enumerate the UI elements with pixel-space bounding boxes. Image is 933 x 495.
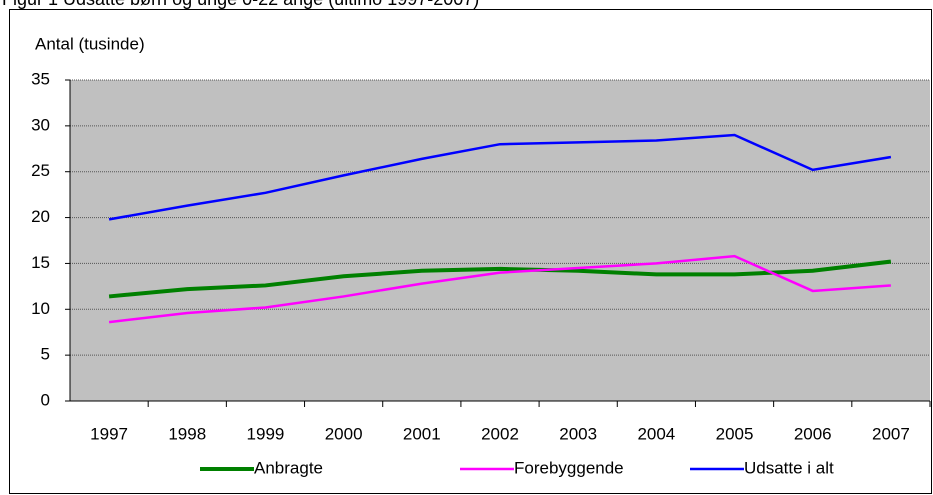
x-tick-label: 2007 (872, 424, 910, 443)
x-tick-label: 2006 (794, 424, 832, 443)
y-tick-label: 25 (31, 161, 50, 180)
plot-area (70, 80, 930, 401)
y-tick-label: 5 (41, 345, 50, 364)
x-tick-label: 2000 (325, 424, 363, 443)
line-series (108, 254, 891, 324)
legend-label: Udsatte i alt (744, 458, 834, 477)
x-tick-label: 2004 (637, 424, 675, 443)
legend-label: Forebyggende (514, 458, 624, 477)
y-axis-label: Antal (tusinde) (35, 34, 145, 53)
y-tick-label: 30 (31, 115, 50, 134)
x-tick-label: 1999 (247, 424, 285, 443)
x-tick-label: 2002 (481, 424, 519, 443)
x-tick-label: 1998 (168, 424, 206, 443)
x-tick-label: 2001 (403, 424, 441, 443)
y-tick-label: 10 (31, 299, 50, 318)
y-tick-label: 0 (41, 390, 50, 409)
x-tick-label: 2005 (716, 424, 754, 443)
y-tick-label: 20 (31, 207, 50, 226)
y-tick-label: 35 (31, 69, 50, 88)
x-tick-label: 2003 (559, 424, 597, 443)
y-tick-label: 15 (31, 253, 50, 272)
chart-title: Figur 1 Udsatte børn og unge 0-22 årige … (2, 0, 479, 9)
line-series (108, 259, 892, 299)
x-tick-label: 1997 (90, 424, 128, 443)
line-series (108, 133, 892, 221)
legend-label: Anbragte (254, 458, 323, 477)
